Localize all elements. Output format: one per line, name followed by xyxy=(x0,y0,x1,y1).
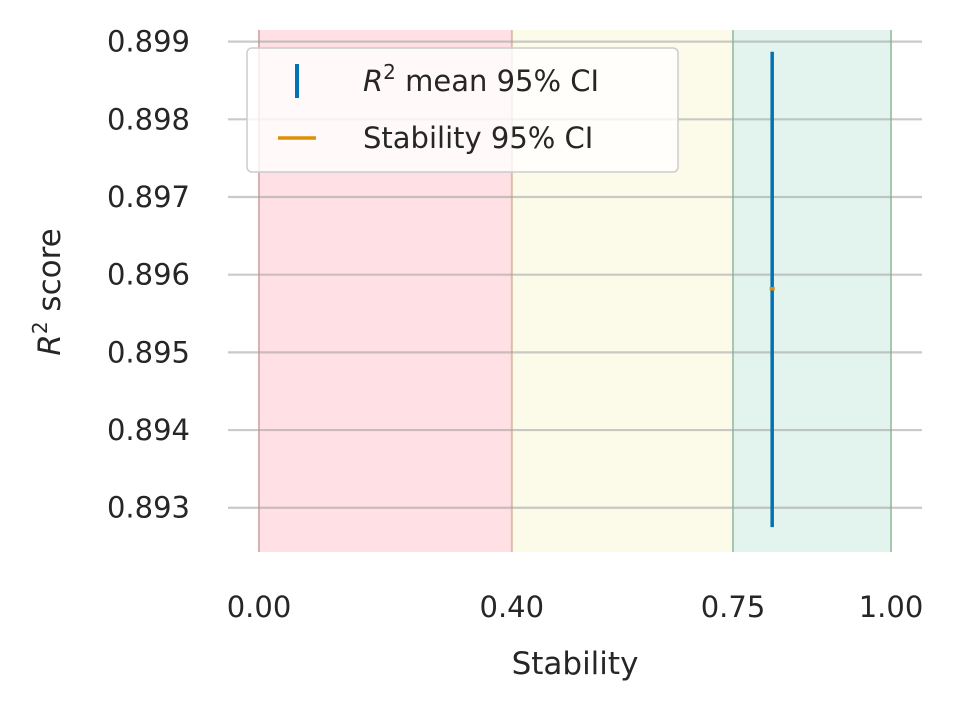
x-tick-label: 0.75 xyxy=(701,590,766,624)
legend-stability-label: Stability 95% CI xyxy=(363,121,593,155)
y-axis-label: R2 score xyxy=(28,228,68,355)
x-tick-label: 1.00 xyxy=(859,590,924,624)
y-tick-label: 0.898 xyxy=(107,102,190,136)
y-tick-label: 0.899 xyxy=(107,25,190,59)
region-band-2 xyxy=(733,30,891,552)
x-axis-label: Stability xyxy=(512,646,639,682)
y-tick-labels: 0.893 0.894 0.895 0.896 0.897 0.898 0.899 xyxy=(107,25,190,525)
y-tick-label: 0.896 xyxy=(107,258,190,292)
y-tick-label: 0.897 xyxy=(107,180,190,214)
x-tick-labels: 0.00 0.40 0.75 1.00 xyxy=(227,590,924,624)
y-tick-label: 0.895 xyxy=(107,335,190,369)
legend-r2-label: R2 mean 95% CI xyxy=(363,60,599,98)
y-tick-label: 0.893 xyxy=(107,491,190,525)
y-tick-label: 0.894 xyxy=(107,413,190,447)
legend-frame xyxy=(246,47,679,173)
data-points xyxy=(769,51,775,528)
x-tick-label: 0.40 xyxy=(480,590,545,624)
legend: R2 mean 95% CI Stability 95% CI xyxy=(246,47,679,173)
x-tick-label: 0.00 xyxy=(227,590,292,624)
